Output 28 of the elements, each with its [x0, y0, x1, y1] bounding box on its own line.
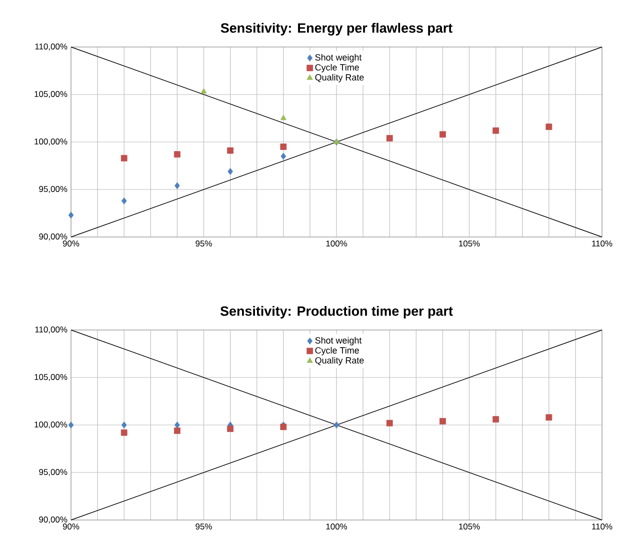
- legend-label: Quality Rate: [315, 74, 364, 82]
- x-tick-label: 110%: [592, 240, 612, 247]
- x-tick-label: 90%: [62, 240, 80, 247]
- x-tick-label: 100%: [326, 240, 348, 247]
- x-tick-label: 90%: [62, 524, 80, 530]
- y-tick-label: 90,00%: [39, 516, 68, 524]
- legend-label: Cycle Time: [315, 64, 359, 72]
- legend-label: Cycle Time: [315, 346, 359, 356]
- y-tick-label: 110,00%: [35, 326, 68, 334]
- legend-label: Shot weight: [315, 336, 362, 346]
- y-tick-label: 95,00%: [39, 186, 68, 193]
- x-tick-label: 95%: [196, 240, 212, 247]
- y-tick-label: 95,00%: [39, 469, 68, 476]
- y-tick-label: 90,00%: [39, 234, 68, 240]
- y-tick-label: 105,00%: [34, 374, 68, 381]
- y-tick-label: 100,00%: [34, 422, 68, 428]
- chart-title: Sensitivity: Production time per part: [220, 306, 453, 319]
- x-tick-label: 110%: [592, 524, 612, 530]
- legend-label: Quality Rate: [315, 356, 364, 366]
- y-tick-label: 105,00%: [34, 91, 68, 98]
- x-tick-label: 105%: [459, 524, 480, 530]
- y-tick-label: 100,00%: [34, 138, 68, 146]
- chart-title: Sensitivity: Energy per flawless part: [220, 22, 452, 36]
- x-tick-label: 100%: [326, 524, 348, 530]
- x-tick-label: 105%: [459, 240, 480, 247]
- legend-label: Shot weight: [315, 54, 362, 62]
- y-tick-label: 110,00%: [35, 44, 68, 50]
- x-tick-label: 95%: [196, 524, 212, 530]
